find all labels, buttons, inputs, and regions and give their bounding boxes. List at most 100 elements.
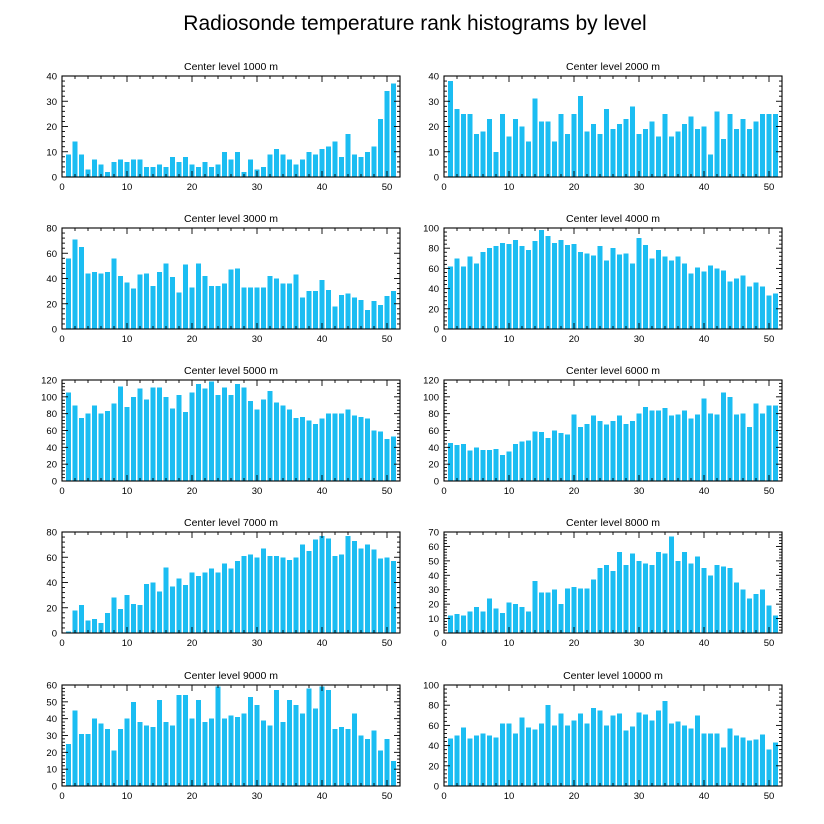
x-tick-label: 0 [59,791,64,802]
bar [532,241,538,329]
y-tick-label: 60 [428,264,439,275]
bar [222,283,227,329]
bar [274,690,279,786]
bar [597,246,603,329]
bar [714,565,720,633]
bar [519,246,525,329]
bar [85,733,91,786]
bar [487,449,492,481]
bar [747,129,752,177]
bar [176,292,182,329]
bar [695,715,700,786]
bar [222,718,227,786]
bar [202,572,208,633]
bar [365,151,370,177]
x-tick-label: 40 [699,486,710,497]
bar [345,535,351,633]
panel-title: Center level 4000 m [566,213,660,225]
bar [584,588,590,633]
bar [597,568,603,633]
bar [480,131,486,177]
y-tick-label: 0 [52,173,57,184]
bar [391,83,396,177]
bar [747,286,752,329]
bar [506,451,512,481]
bar [267,555,273,633]
bar [766,405,772,481]
bar [578,713,583,786]
y-tick-label: 20 [46,122,57,133]
bar [617,254,622,329]
bar [339,294,344,329]
bar [313,154,318,177]
bar [552,589,557,633]
bar [734,129,739,177]
bar [454,735,460,786]
y-tick-label: 20 [46,299,57,310]
x-tick-label: 40 [317,182,328,193]
bar [727,396,733,481]
bar [131,159,136,177]
bar [571,414,577,481]
y-tick-label: 60 [46,426,57,437]
bar [111,750,117,786]
x-tick-label: 20 [187,638,198,649]
y-tick-label: 40 [428,571,439,582]
bar [92,718,97,786]
bar [773,615,778,633]
bar [79,417,84,482]
bar [571,244,577,329]
bar [656,710,661,786]
bar [254,705,260,786]
bar [500,454,505,481]
bar [124,595,130,634]
bar [241,555,247,633]
bar [358,735,364,786]
y-tick-label: 40 [428,72,439,83]
bar [695,414,700,481]
y-tick-label: 30 [46,731,57,742]
bar [708,413,713,481]
bar [474,263,479,329]
bar [85,620,91,634]
panel-10: Center level 10000 m 0 10 20 30 40 50 0 20 40 60 80… [423,670,783,802]
bar [734,278,739,329]
bar [170,408,175,481]
y-tick-label: 10 [428,147,439,158]
x-tick-label: 50 [382,486,393,497]
bar [701,126,707,177]
x-tick-label: 20 [569,182,580,193]
bar [332,141,338,177]
y-tick-label: 60 [428,426,439,437]
bar [144,399,149,481]
bar [339,727,344,786]
panel-title: Center level 2000 m [566,61,660,73]
bar [545,121,551,177]
bar [532,431,538,481]
bar [526,141,531,177]
y-tick-label: 60 [428,542,439,553]
bar [721,392,726,482]
bar [747,598,752,633]
bar [461,615,466,633]
bar [610,570,616,633]
bar [610,248,616,329]
x-tick-label: 0 [59,486,64,497]
bar [467,113,473,178]
y-tick-label: 30 [46,97,57,108]
bar [124,161,130,177]
bar [358,156,364,177]
bar [365,544,370,634]
y-tick-label: 100 [423,224,439,235]
bar [228,715,234,786]
bar [209,718,214,786]
bar [753,403,759,481]
x-tick-label: 50 [764,334,775,345]
bar [391,561,396,633]
bar [552,243,557,329]
x-tick-label: 40 [699,791,710,802]
bar [467,738,473,786]
bar [721,139,726,178]
y-tick-label: 80 [428,244,439,255]
bar [526,250,531,329]
